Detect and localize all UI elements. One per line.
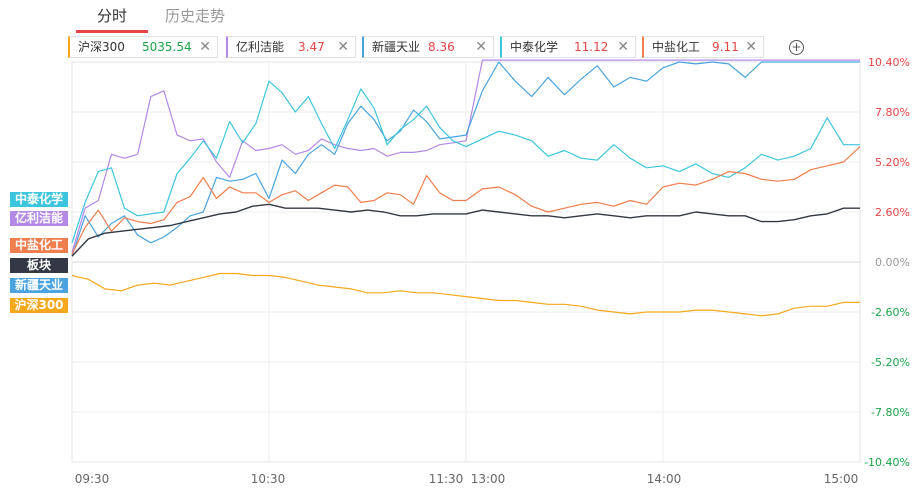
remove-series-icon[interactable]: ✕ <box>745 39 757 55</box>
remove-series-icon[interactable]: ✕ <box>475 39 487 55</box>
tab-intraday[interactable]: 分时 <box>76 0 148 33</box>
legend-chip[interactable]: 中盐化工 9.11 ✕ <box>642 36 764 58</box>
legend-name: 中盐化工 <box>652 40 701 54</box>
series-line-5 <box>71 203 860 257</box>
remove-series-icon[interactable]: ✕ <box>199 39 211 55</box>
remove-series-icon[interactable]: ✕ <box>337 39 349 55</box>
series-tag: 沪深300 <box>10 298 68 313</box>
legend-value: 3.47 <box>298 40 325 54</box>
y-tick-label: 7.80% <box>875 106 910 119</box>
legend-name: 亿利洁能 <box>236 40 285 54</box>
legend-value: 9.11 <box>712 40 739 54</box>
x-tick-label: 14:00 <box>647 472 682 486</box>
plot-border <box>71 61 861 463</box>
y-tick-label: 10.40% <box>868 56 910 69</box>
y-tick-label: 2.60% <box>875 206 910 219</box>
x-tick-label: 13:00 <box>471 472 506 486</box>
legend-value: 5035.54 <box>142 40 192 54</box>
y-tick-label: -2.60% <box>871 306 910 319</box>
series-line-1 <box>71 59 860 253</box>
y-tick-label: 0.00% <box>875 256 910 269</box>
y-tick-label: -5.20% <box>871 356 910 369</box>
legend-value: 11.12 <box>574 40 609 54</box>
x-tick-label: 10:30 <box>251 472 286 486</box>
series-line-2 <box>71 61 860 257</box>
legend-name: 沪深300 <box>78 40 125 54</box>
y-tick-label: -10.40% <box>864 456 910 469</box>
series-tag: 中盐化工 <box>10 238 68 253</box>
legend-chip[interactable]: 中泰化学 11.12 ✕ <box>500 36 636 58</box>
legend-name: 新疆天业 <box>372 40 421 54</box>
tab-bar: 分时 历史走势 <box>0 0 915 34</box>
legend-chip[interactable]: 新疆天业 8.36 ✕ <box>362 36 494 58</box>
series-line-0 <box>71 272 860 317</box>
y-tick-label: -7.80% <box>871 406 910 419</box>
legend-chip[interactable]: 沪深300 5035.54 ✕ <box>68 36 218 58</box>
x-tick-label: 15:00 <box>824 472 859 486</box>
legend-chip[interactable]: 亿利洁能 3.47 ✕ <box>226 36 356 58</box>
x-tick-label: 09:30 <box>75 472 110 486</box>
series-tag: 新疆天业 <box>10 278 68 293</box>
series-line-3 <box>71 80 860 243</box>
tab-history[interactable]: 历史走势 <box>164 7 225 25</box>
y-tick-label: 5.20% <box>875 156 910 169</box>
add-comparison-icon[interactable]: + <box>789 40 804 55</box>
remove-series-icon[interactable]: ✕ <box>617 39 629 55</box>
legend-name: 中泰化学 <box>510 40 559 54</box>
series-tag: 中泰化学 <box>10 192 68 207</box>
series-tag: 板块 <box>10 258 68 273</box>
series-tag: 亿利洁能 <box>10 211 68 226</box>
series-line-4 <box>71 146 861 255</box>
legend-value: 8.36 <box>428 40 455 54</box>
x-tick-label: 11:30 <box>429 472 464 486</box>
